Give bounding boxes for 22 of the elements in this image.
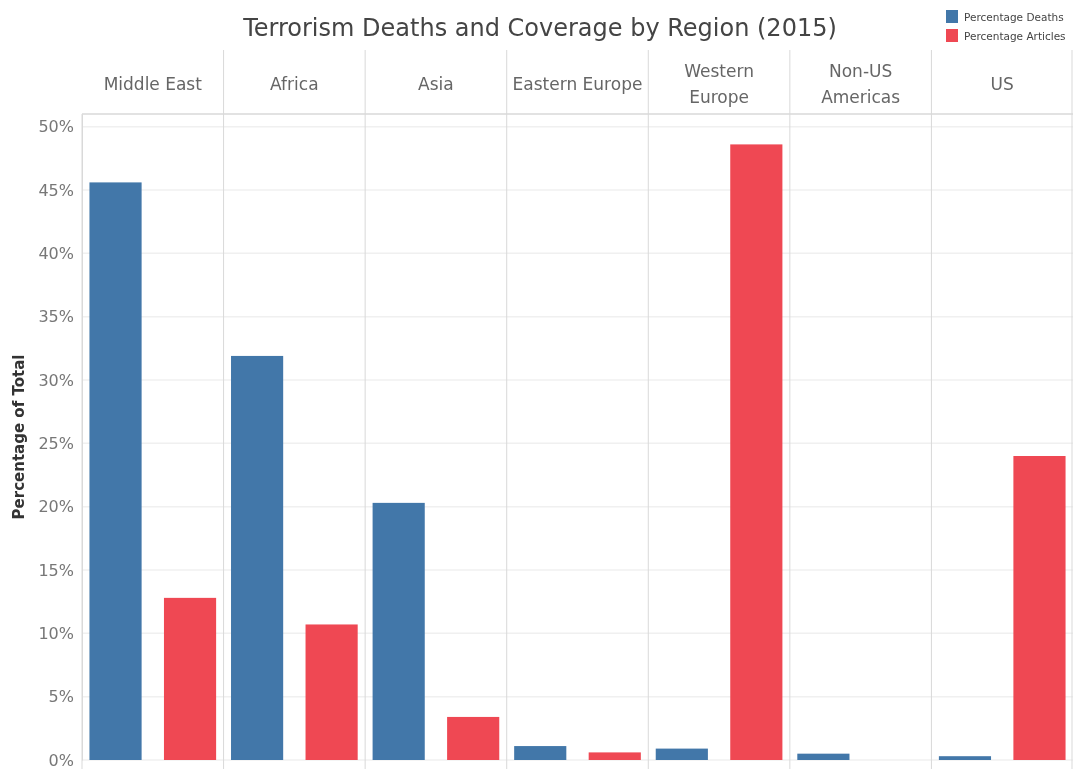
y-tick-label: 5% <box>48 687 74 707</box>
x-tick-label: Middle East <box>103 74 203 94</box>
y-tick-label: 15% <box>38 560 74 580</box>
y-tick-label: 35% <box>38 307 74 327</box>
y-tick-label: 50% <box>38 117 74 137</box>
y-tick-label: 20% <box>38 497 74 517</box>
y-tick-label: 30% <box>38 370 74 390</box>
y-axis-title: Percentage of Total <box>10 354 28 520</box>
chart-title: Terrorism Deaths and Coverage by Region (2015) <box>242 14 837 42</box>
x-tick-label: Eastern Europe <box>512 74 643 94</box>
y-tick-label: 25% <box>38 433 74 453</box>
legend-label: Percentage Articles <box>964 30 1066 42</box>
y-tick-label: 0% <box>48 750 74 769</box>
x-tick-label: US <box>990 74 1014 94</box>
x-tick-label: Africa <box>270 74 319 94</box>
x-tick-label: Non-US Americas <box>821 61 901 107</box>
y-tick-label: 10% <box>38 623 74 643</box>
legend-label: Percentage Deaths <box>964 11 1064 23</box>
y-tick-label: 45% <box>38 180 74 200</box>
x-tick-label: Asia <box>418 74 454 94</box>
y-tick-label: 40% <box>38 243 74 263</box>
x-tick-label: Western Europe <box>684 61 754 107</box>
